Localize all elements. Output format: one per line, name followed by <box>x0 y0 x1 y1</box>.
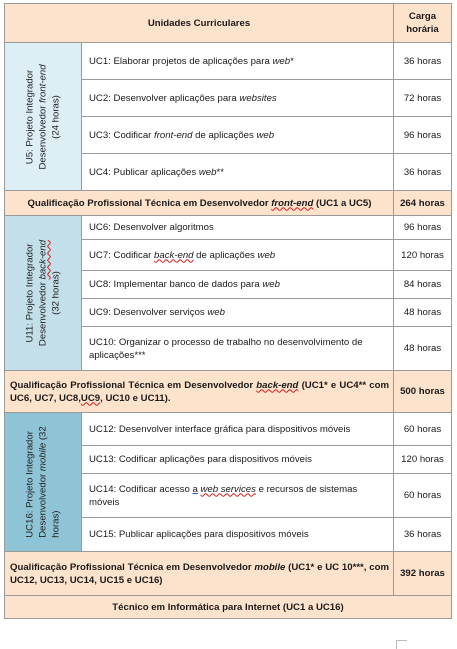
hours-cell: 84 horas <box>393 270 452 299</box>
table-row: UC2: Desenvolver aplicações para website… <box>5 79 452 117</box>
header-hours-line2: horária <box>406 24 439 35</box>
uc-cell: UC13: Codificar aplicações para disposit… <box>81 445 394 474</box>
hours-cell: 60 horas <box>393 473 452 518</box>
uc-cell: UC14: Codificar acesso a web services e … <box>81 473 394 518</box>
header-hours: Carga horária <box>393 3 452 43</box>
hours-cell: 96 horas <box>393 116 452 154</box>
uc-cell: UC8: Implementar banco de dados para web <box>81 270 394 299</box>
qualification-hours: 392 horas <box>393 551 452 596</box>
hours-cell: 48 horas <box>393 298 452 327</box>
table-row: UC7: Codificar back-end de aplicações we… <box>5 239 452 271</box>
project-label-u11: U11: Projeto Integrador Desenvolvedor ba… <box>24 239 62 347</box>
page-corner-mark <box>396 640 407 649</box>
project-label-u5: U5: Projeto Integrador Desenvolvedor fro… <box>24 63 62 170</box>
uc-cell: UC3: Codificar front-end de aplicações w… <box>81 116 394 154</box>
table-row: U11: Projeto Integrador Desenvolvedor ba… <box>4 215 452 371</box>
uc-cell: UC4: Publicar aplicações web** <box>81 153 394 191</box>
qualification-cell: Qualificação Profissional Técnica em Des… <box>4 370 394 413</box>
footer-row: Técnico em Informática para Internet (UC… <box>4 595 452 619</box>
hours-cell: 36 horas <box>393 153 452 191</box>
hours-cell: 120 horas <box>393 445 452 474</box>
header-hours-line1: Carga <box>408 11 437 22</box>
qualification-hours: 264 horas <box>393 190 452 216</box>
uc-cell: UC9: Desenvolver serviços web <box>81 298 394 327</box>
qualification-cell: Qualificação Profissional Técnica em Des… <box>4 190 394 216</box>
project-cell-uc16: UC16: Projeto Integrador Desenvolvedor m… <box>4 412 82 552</box>
uc-cell: UC1: Elaborar projetos de aplicações par… <box>81 42 394 80</box>
header-units: Unidades Curriculares <box>4 3 394 43</box>
header-row: Unidades Curriculares Carga horária <box>4 3 452 43</box>
table-row: U5: Projeto Integrador Desenvolvedor fro… <box>4 42 452 191</box>
uc-cell: UC7: Codificar back-end de aplicações we… <box>81 239 394 271</box>
hours-cell: 72 horas <box>393 79 452 117</box>
hours-cell: 96 horas <box>393 215 452 240</box>
hours-cell: 36 horas <box>393 42 452 80</box>
table-row: UC3: Codificar front-end de aplicações w… <box>5 116 452 154</box>
table-row: UC4: Publicar aplicações web** 36 horas <box>5 153 452 191</box>
uc-cell: UC10: Organizar o processo de trabalho n… <box>81 326 394 371</box>
uc-cell: UC2: Desenvolver aplicações para website… <box>81 79 394 117</box>
hours-cell: 48 horas <box>393 326 452 371</box>
hours-cell: 120 horas <box>393 239 452 271</box>
project-cell-u11: U11: Projeto Integrador Desenvolvedor ba… <box>4 215 82 371</box>
course-total-cell: Técnico em Informática para Internet (UC… <box>4 595 452 619</box>
hours-cell: 36 horas <box>393 517 452 552</box>
qualification-row: Qualificação Profissional Técnica em Des… <box>4 190 452 216</box>
qualification-cell: Qualificação Profissional Técnica em Des… <box>4 551 394 596</box>
table-row: UC14: Codificar acesso a web services e … <box>5 473 452 518</box>
project-label-uc16: UC16: Projeto Integrador Desenvolvedor m… <box>24 426 62 538</box>
hours-cell: 60 horas <box>393 412 452 446</box>
course-title: Técnico em Informática para Internet (UC… <box>112 601 344 613</box>
uc-cell: UC15: Publicar aplicações para dispositi… <box>81 517 394 552</box>
qualification-hours: 500 horas <box>393 370 452 413</box>
qualification-row: Qualificação Profissional Técnica em Des… <box>4 551 452 596</box>
project-cell-u5: U5: Projeto Integrador Desenvolvedor fro… <box>4 42 82 191</box>
qualification-row: Qualificação Profissional Técnica em Des… <box>4 370 452 413</box>
curriculum-table: Unidades Curriculares Carga horária U5: … <box>4 3 452 619</box>
table-row: UC9: Desenvolver serviços web 48 horas <box>5 298 452 327</box>
uc-cell: UC12: Desenvolver interface gráfica para… <box>81 412 394 446</box>
table-row: UC16: Projeto Integrador Desenvolvedor m… <box>4 412 452 552</box>
uc-cell: UC6: Desenvolver algoritmos <box>81 215 394 240</box>
